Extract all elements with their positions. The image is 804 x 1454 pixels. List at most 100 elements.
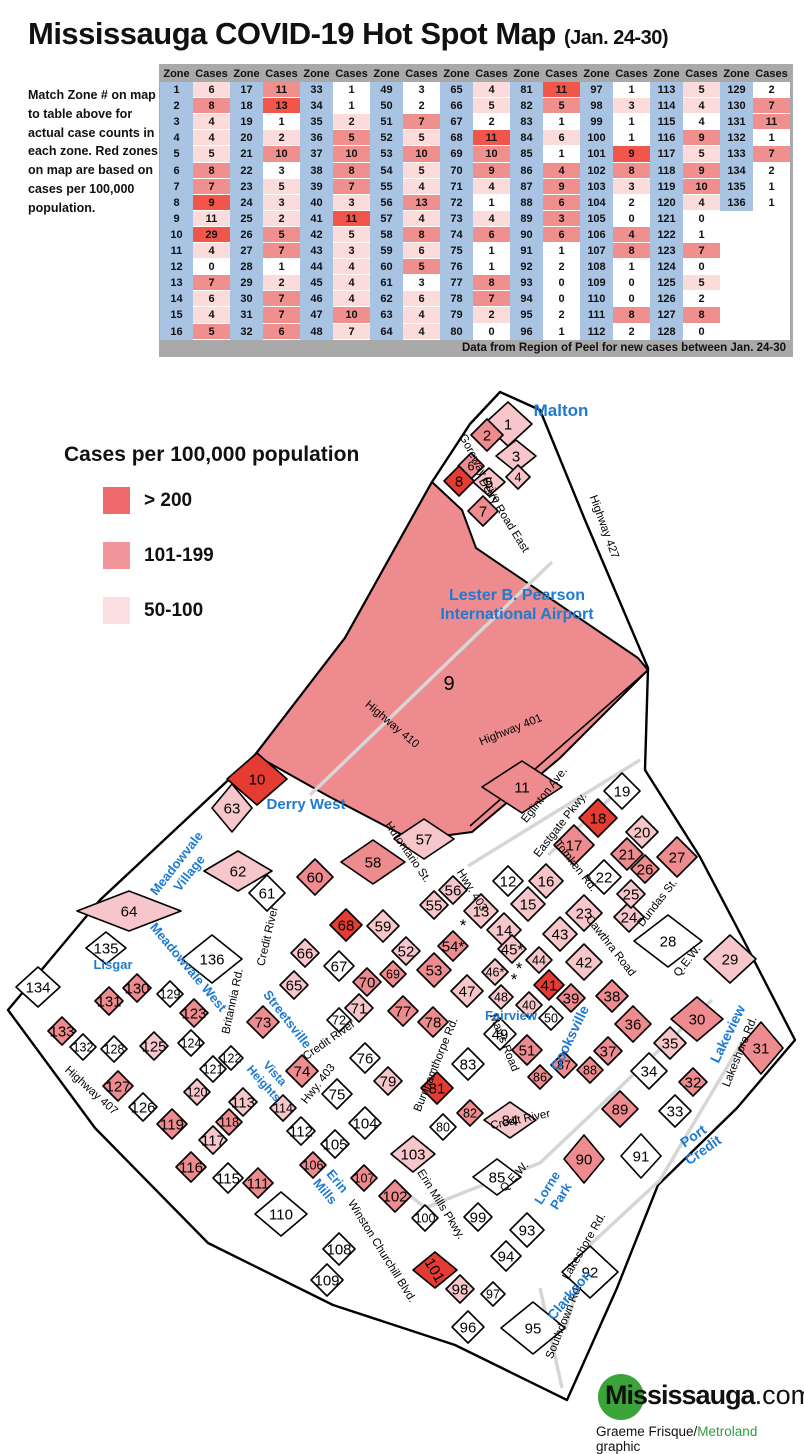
zone-number-cell: 119	[650, 178, 683, 195]
case-count-cell: 4	[473, 210, 510, 227]
zone-shape-7	[467, 495, 499, 527]
zone-shape-92	[561, 1245, 619, 1299]
zone-shape-27	[656, 836, 698, 878]
zone-number-cell: 115	[650, 114, 683, 131]
case-count-cell: 8	[613, 243, 650, 260]
zone-shape-39	[556, 983, 586, 1013]
asterisk-marker: *	[460, 916, 467, 935]
highway-line	[308, 560, 554, 797]
case-count-cell: 11	[333, 210, 370, 227]
zone-label-20: 20	[634, 824, 651, 841]
zone-shape-28	[633, 914, 703, 968]
zone-label-61: 61	[259, 885, 276, 902]
zone-shape-2	[470, 418, 504, 452]
zone-label-129: 129	[160, 988, 181, 1002]
zone-label-114: 114	[273, 1102, 293, 1116]
zone-label-104: 104	[352, 1115, 377, 1132]
zone-shape-107	[350, 1164, 378, 1192]
case-count-cell: 0	[613, 291, 650, 308]
zone-label-49: 49	[492, 1026, 509, 1043]
zone-number-cell: 66	[440, 98, 473, 115]
zone-label-54*: 54*	[442, 938, 465, 955]
zone-number-cell: 89	[510, 210, 543, 227]
case-count-cell: 5	[683, 82, 720, 99]
zone-shape-128	[100, 1035, 128, 1063]
zone-shape-15	[510, 886, 546, 922]
case-count-cell: 9	[683, 130, 720, 147]
legend-label-101-199: 101-199	[144, 544, 214, 566]
case-count-cell: 0	[543, 275, 580, 292]
zone-label-100: 100	[415, 1212, 436, 1226]
zone-number-cell: 135	[720, 178, 753, 195]
case-count-cell: 1	[543, 114, 580, 131]
case-count-cell: 13	[263, 98, 300, 115]
zone-shape-56	[438, 875, 468, 905]
case-count-cell: 8	[403, 226, 440, 244]
zone-shape-20	[625, 815, 659, 849]
case-count-cell: 1	[753, 194, 790, 211]
case-count-cell: 6	[543, 226, 580, 244]
zone-shape-51	[511, 1034, 543, 1066]
zone-shape-80	[429, 1113, 457, 1141]
zone-label-131: 131	[96, 993, 121, 1010]
zone-shape-49	[483, 1017, 517, 1051]
zone-label-37: 37	[600, 1043, 617, 1060]
credit-author: Graeme Frisque/	[596, 1424, 698, 1439]
zone-label-28: 28	[660, 933, 677, 950]
zone-shape-50	[538, 1005, 564, 1031]
zone-number-cell: 65	[440, 82, 473, 99]
case-count-cell: 2	[613, 323, 650, 340]
zone-number-cell: 81	[510, 82, 543, 99]
zone-label-23: 23	[576, 905, 593, 922]
case-count-cell: 2	[263, 275, 300, 292]
case-count-cell: 9	[613, 146, 650, 163]
case-count-cell: 6	[543, 194, 580, 211]
zone-label-118: 118	[219, 1116, 239, 1130]
zone-number-cell: 47	[300, 307, 333, 324]
zone-label-53: 53	[426, 962, 443, 979]
col-header-zone: Zone	[510, 66, 543, 83]
case-count-cell: 1	[263, 259, 300, 276]
zone-shape-33	[658, 1094, 692, 1128]
zone-label-76: 76	[357, 1050, 374, 1067]
zone-shape-75	[321, 1078, 353, 1110]
zone-number-cell: 43	[300, 243, 333, 260]
zone-shape-8	[443, 465, 475, 497]
zone-shape-72	[326, 1007, 352, 1033]
zone-shape-73	[246, 1005, 280, 1039]
zone-number-cell: 120	[650, 194, 683, 211]
case-count-cell: 5	[193, 323, 230, 340]
zone-shape-34	[630, 1052, 668, 1090]
case-count-cell: 10	[333, 307, 370, 324]
area-label: Lisgar	[93, 957, 132, 972]
empty-cell	[720, 226, 753, 244]
case-count-cell: 29	[193, 226, 230, 244]
legend-swatch-101-199	[103, 542, 130, 569]
zone-number-cell: 102	[580, 162, 613, 179]
zone-label-19: 19	[614, 783, 631, 800]
zone-number-cell: 58	[370, 226, 403, 244]
col-header-zone: Zone	[720, 66, 753, 83]
zone-label-94: 94	[498, 1248, 515, 1265]
zone-shape-26	[630, 854, 660, 884]
zone-number-cell: 64	[370, 323, 403, 340]
zone-shape-103	[390, 1135, 436, 1173]
zone-shape-54*	[437, 930, 469, 962]
case-count-cell: 0	[193, 259, 230, 276]
case-count-cell: 10	[333, 146, 370, 163]
zone-number-cell: 109	[580, 275, 613, 292]
asterisk-marker: *	[511, 970, 518, 989]
zone-shape-77	[387, 995, 419, 1027]
zone-shape-112	[286, 1116, 316, 1146]
col-header-cases: Cases	[613, 66, 650, 83]
zone-label-97: 97	[486, 1288, 500, 1302]
case-count-cell: 4	[403, 178, 440, 195]
zone-shape-78	[417, 1006, 449, 1038]
case-count-cell: 0	[613, 210, 650, 227]
zone-number-cell: 59	[370, 243, 403, 260]
case-count-cell: 1	[473, 194, 510, 211]
zone-number-cell: 10	[160, 226, 193, 244]
zone-number-cell: 72	[440, 194, 473, 211]
zone-shape-136	[181, 934, 243, 984]
zone-number-cell: 27	[230, 243, 263, 260]
